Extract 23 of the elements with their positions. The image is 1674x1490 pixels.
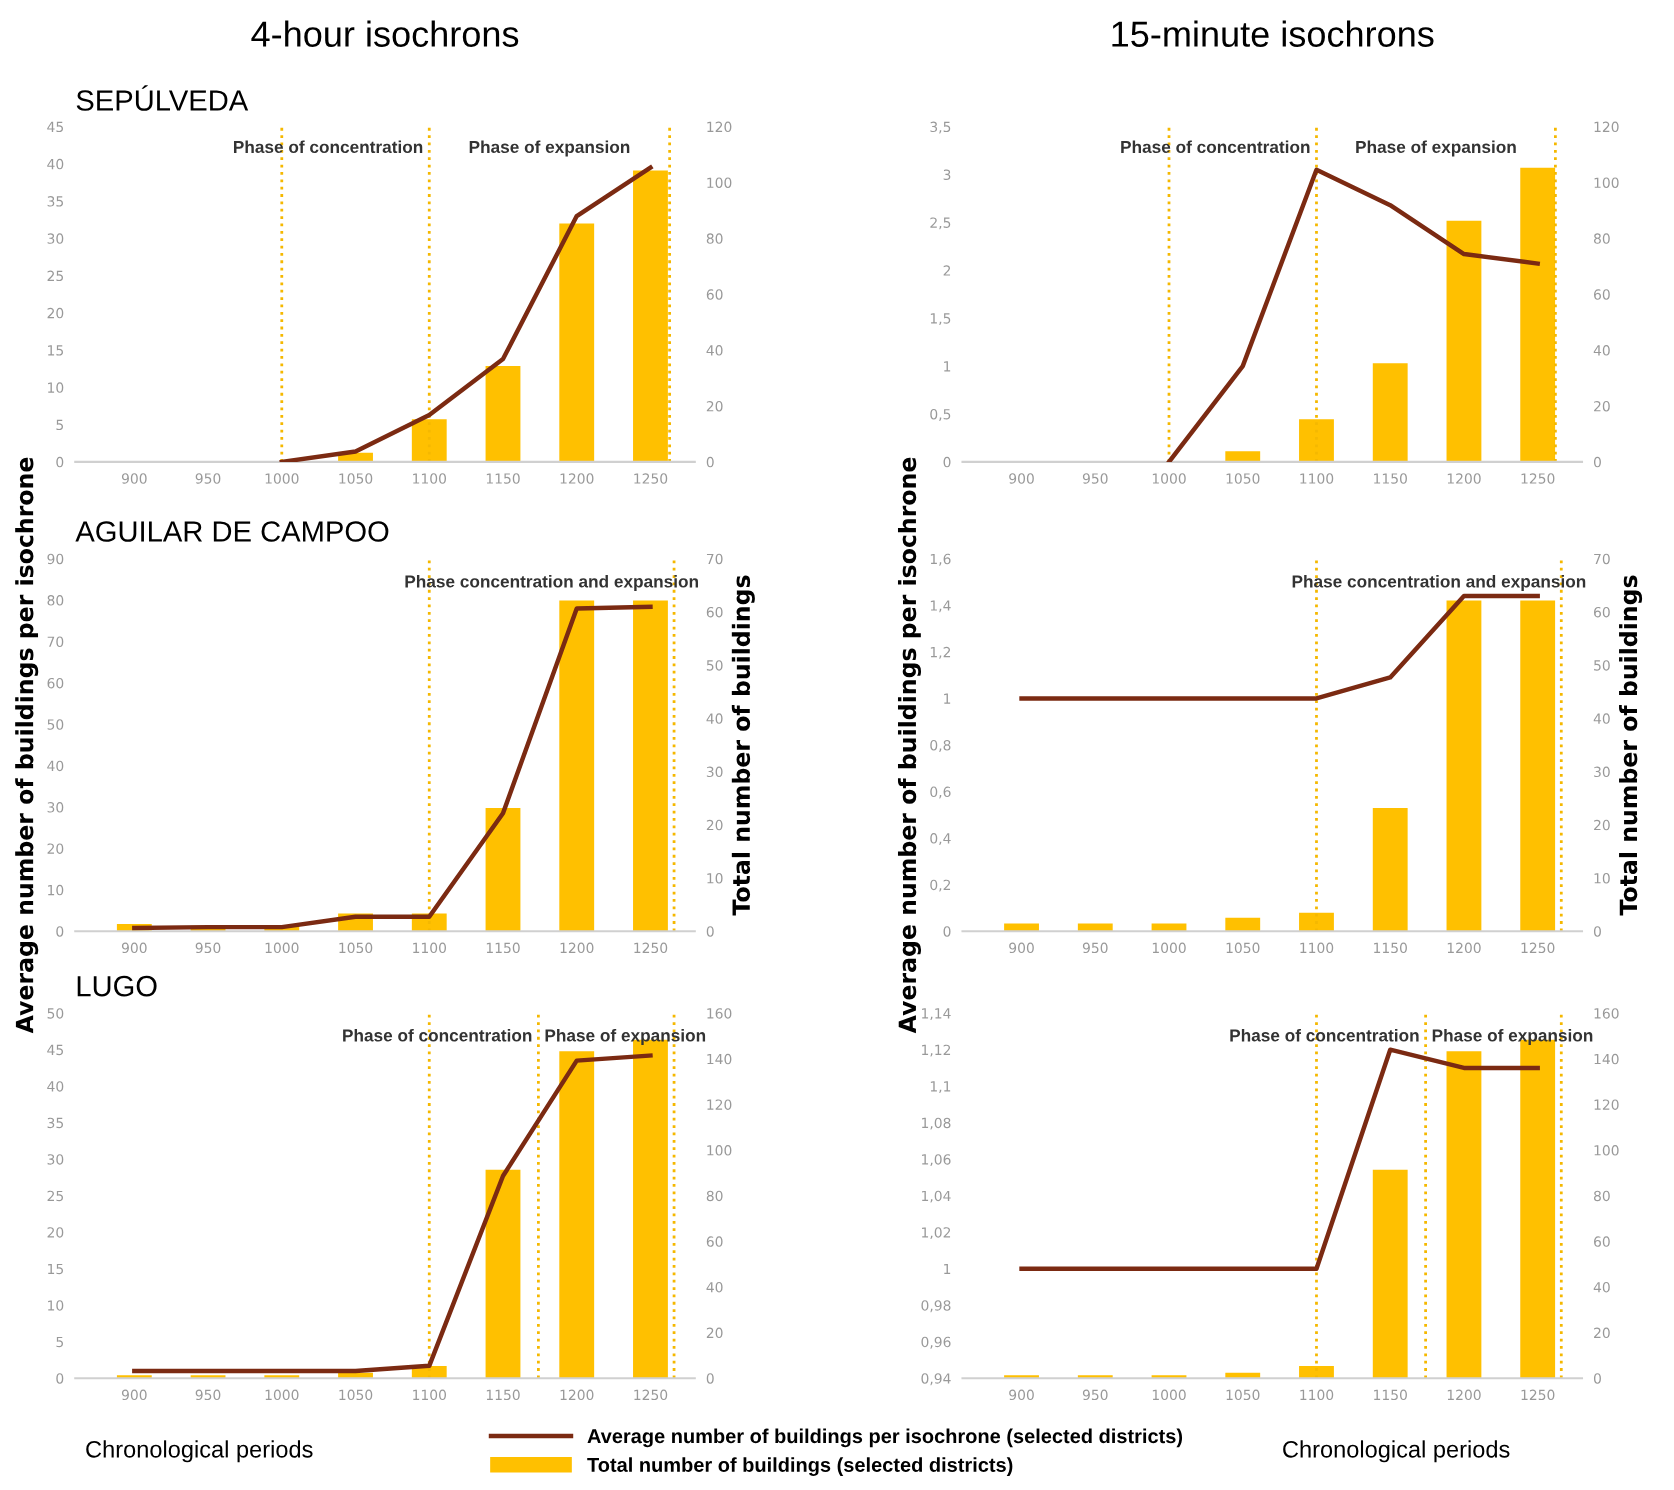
chart-title: 15-minute isochrons: [1112, 20, 1434, 47]
legend-label: Total number of buildings (selected districts): [587, 1457, 1013, 1476]
annotation: Phase of expansion: [1356, 140, 1516, 157]
annotation: Phase concentration and expansion: [405, 574, 698, 591]
legend-label: Average number of buildings per isochrone (selected districts): [587, 1428, 1183, 1448]
annotation: Phase of expansion: [1432, 1028, 1593, 1045]
chart-subtitle: LUGO: [77, 975, 157, 997]
y2-axis-title: Total number of buildings: [1619, 575, 1643, 916]
annotation: Phase of concentration: [1121, 140, 1310, 154]
annotation: Phase of concentration: [1230, 1028, 1419, 1042]
annotation: Phase of concentration: [343, 1028, 532, 1042]
annotation: Phase of expansion: [545, 1028, 706, 1045]
annotation: Phase concentration and expansion: [1292, 574, 1586, 591]
y-axis-title: Average number of buildings per isochrone: [15, 457, 39, 1034]
y2-axis-title: Total number of buildings: [731, 575, 755, 916]
x-axis-title: Chronological periods: [86, 1440, 313, 1463]
chart-subtitle: AGUILAR DE CAMPOO: [75, 521, 389, 542]
chart-title: 4-hour isochrons: [251, 20, 519, 47]
y-axis-title: Average number of buildings per isochrone: [897, 457, 922, 1034]
x-axis-title: Chronological periods: [1283, 1440, 1510, 1463]
annotation: Phase of concentration: [233, 140, 423, 154]
annotation: Phase of expansion: [469, 140, 630, 157]
chart-subtitle: SEPÚLVEDA: [76, 85, 249, 111]
